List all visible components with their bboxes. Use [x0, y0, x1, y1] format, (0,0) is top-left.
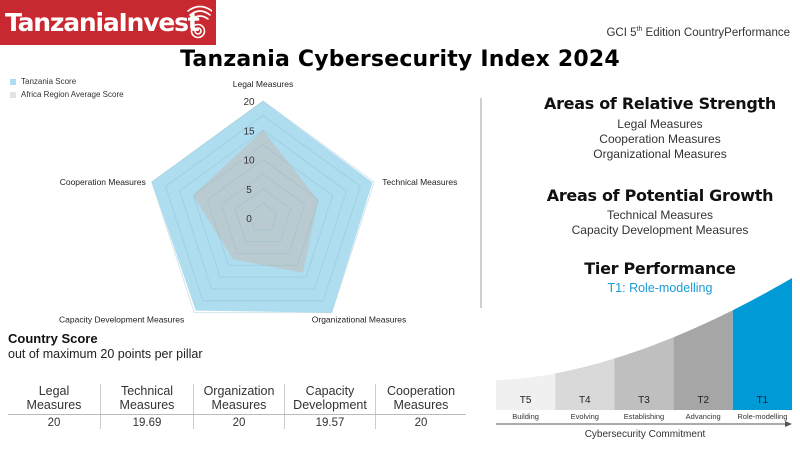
strength-title: Areas of Relative Strength [544, 94, 776, 113]
radar-grid-ring [248, 202, 278, 231]
gci-caption-pre: GCI 5 [606, 26, 637, 39]
legend-label-africa: Africa Region Average Score [21, 90, 124, 99]
score-value-legal: 20 [47, 417, 61, 429]
score-header-capacity: Capacity Development [284, 384, 376, 415]
radar-grid [151, 100, 375, 314]
tier-code-label: T5 [520, 395, 532, 406]
tier-block-t5 [496, 373, 556, 410]
radar-tick-label: 15 [243, 126, 255, 137]
radar-axis-labels: Legal Measures Technical Measures Organiza… [59, 79, 457, 325]
radar-axis-label: Organizational Measures [312, 315, 407, 325]
legend-label-tanzania: Tanzania Score [21, 77, 77, 86]
radar-ticks: 0 5 10 15 20 [243, 97, 255, 225]
growth-item: Technical Measures [606, 208, 714, 222]
growth-title: Areas of Potential Growth [546, 186, 774, 205]
radar-grid-ring [234, 188, 292, 243]
legend-swatch-tanzania [10, 78, 16, 85]
score-value-capacity: 19.57 [284, 414, 376, 429]
radar-series-africa-average [192, 130, 319, 273]
tier-name-label: Establishing [624, 412, 664, 421]
tier-code-label: T4 [579, 395, 591, 406]
tier-name-label: Evolving [571, 412, 599, 421]
tier-labels: T5 Building T4 Evolving T3 Establishing T2 Adva… [512, 395, 787, 421]
tier-code-label: T2 [697, 395, 709, 406]
score-table-header-row: Legal Measures Technical Measures Organiza… [8, 384, 466, 415]
score-value-cooperation: 20 [375, 414, 466, 429]
gci-caption-sup: th [636, 26, 643, 33]
score-header-technical: Technical Measures [100, 384, 194, 415]
radar-series [151, 101, 373, 313]
commitment-axis-label: Cybersecurity Commitment [585, 429, 706, 440]
radar-grid-ring [151, 100, 375, 314]
wifi-signal-icon [187, 5, 212, 39]
radar-tick-label: 10 [243, 156, 255, 167]
radar-grid-ring [206, 159, 320, 266]
score-value-organization: 20 [193, 414, 285, 429]
tier-subtitle: T1: Role-modelling [607, 281, 713, 295]
radar-grid-ring [165, 115, 361, 302]
page-title: Tanzania Cybersecurity Index 2024 [180, 47, 620, 72]
tier-name-label: Building [512, 412, 539, 421]
country-score-title: Country Score [8, 331, 98, 346]
score-header-cooperation: Cooperation Measures [375, 384, 466, 415]
radar-grid-ring [220, 173, 306, 254]
legend-swatch-africa [10, 91, 16, 98]
vertical-divider [480, 98, 482, 308]
tier-block-t2 [673, 310, 733, 410]
tier-name-label: Advancing [686, 412, 721, 421]
radar-axis-label: Technical Measures [382, 177, 457, 187]
radar-axis-label: Cooperation Measures [60, 177, 146, 187]
radar-grid-ring [179, 129, 347, 290]
country-score-subtitle: out of maximum 20 points per pillar [8, 347, 203, 361]
strength-item: Organizational Measures [593, 147, 727, 161]
arrow-head-icon [785, 421, 792, 427]
tier-blocks [496, 278, 792, 410]
radar-chart: 0 5 10 15 20 Legal Measures Technical Measures… [59, 79, 457, 325]
country-score-table: Legal Measures Technical Measures Organiza… [8, 384, 466, 429]
radar-axis-label: Capacity Development Measures [59, 315, 184, 325]
tier-block-t4 [555, 358, 615, 410]
tier-code-label: T3 [638, 395, 650, 406]
strength-item: Legal Measures [617, 117, 703, 131]
legend-item-tanzania: Tanzania Score [10, 77, 76, 86]
growth-item: Capacity Development Measures [571, 223, 749, 237]
legend-item-africa: Africa Region Average Score [10, 90, 124, 99]
tier-block-t3 [614, 337, 674, 410]
tier-chart: T5 Building T4 Evolving T3 Establishing T2 Adva… [496, 278, 792, 440]
radar-tick-label: 20 [243, 97, 255, 108]
score-value-technical: 19.69 [100, 414, 194, 429]
tier-block-t1 [732, 278, 792, 410]
gci-edition-caption: GCI 5th Edition CountryPerformance [540, 26, 790, 39]
logo-text: TanzaniaInvest [5, 8, 200, 37]
strength-item: Cooperation Measures [599, 132, 721, 146]
brand-logo: TanzaniaInvest [0, 0, 216, 45]
radar-grid-ring [192, 144, 334, 278]
tier-title: Tier Performance [584, 259, 736, 278]
score-header-organization: Organization Measures [193, 384, 285, 415]
radar-axis-label: Legal Measures [233, 79, 293, 89]
gci-caption-post: Edition CountryPerformance [642, 26, 790, 39]
radar-tick-label: 0 [246, 214, 252, 225]
table-row: 20 19.69 20 19.57 20 [8, 414, 466, 429]
tier-name-label: Role-modelling [737, 412, 787, 421]
radar-tick-label: 5 [246, 185, 252, 196]
tier-code-label: T1 [757, 395, 769, 406]
score-header-legal: Legal Measures [8, 384, 101, 415]
